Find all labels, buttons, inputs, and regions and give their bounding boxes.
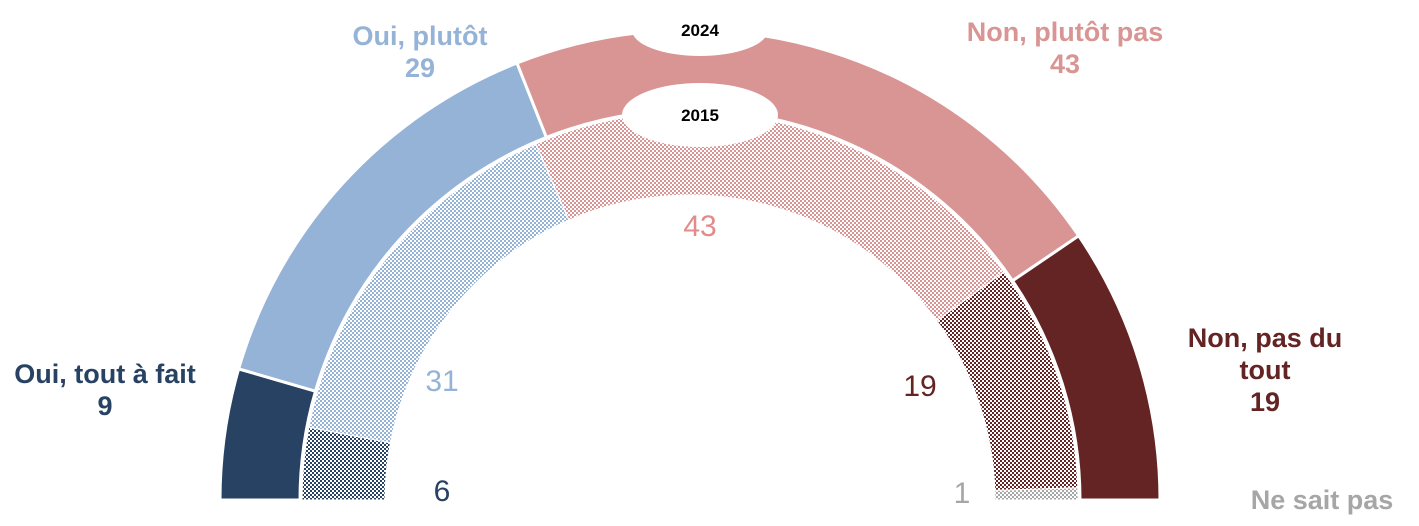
year-badge xyxy=(632,4,768,56)
arc-segment xyxy=(994,487,1079,501)
data-label: 31 xyxy=(425,365,459,398)
data-label: 19 xyxy=(1249,387,1281,417)
category-label: Oui, tout à fait 9 xyxy=(5,358,205,422)
data-label: 9 xyxy=(97,391,113,421)
data-label: 43 xyxy=(683,210,717,243)
data-label: 19 xyxy=(903,370,937,403)
category-label: Oui, plutôt 29 xyxy=(305,20,535,84)
category-name: Non, pas du tout xyxy=(1187,323,1343,385)
data-label: 6 xyxy=(433,475,451,508)
category-name: Oui, plutôt xyxy=(352,21,488,51)
category-name: Non, plutôt pas xyxy=(966,17,1164,47)
category-label: Non, plutôt pas 43 xyxy=(915,16,1215,80)
series-label: 2024 xyxy=(681,21,719,40)
category-label: Ne sait pas xyxy=(1250,485,1394,515)
series-label: 2015 xyxy=(681,106,719,125)
category-name: Oui, tout à fait xyxy=(14,359,196,389)
year-badge xyxy=(622,83,778,147)
data-label: 29 xyxy=(404,53,436,83)
category-label: Non, pas du tout 19 xyxy=(1180,322,1350,418)
data-label: 43 xyxy=(1049,49,1081,79)
data-label: 1 xyxy=(953,477,971,510)
